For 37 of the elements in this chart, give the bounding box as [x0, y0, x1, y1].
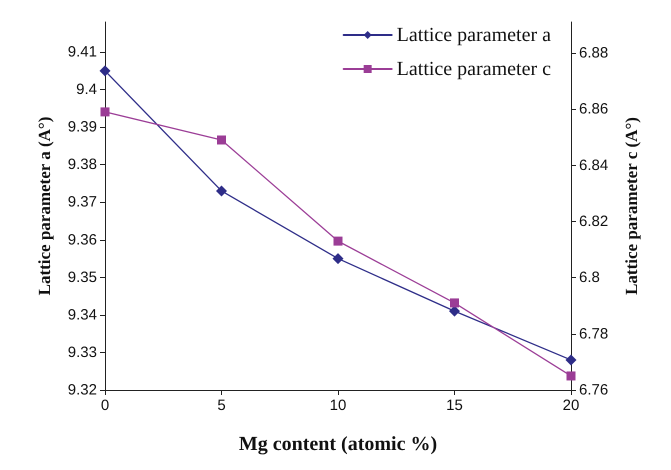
x-axis-title: Mg content (atomic %): [238, 433, 438, 455]
x-tick-label: 15: [446, 397, 463, 414]
legend-label: Lattice parameter a: [396, 24, 552, 46]
y-tick-label: 9.39: [68, 118, 97, 136]
point: [334, 236, 342, 246]
y-tick-label: 9.41: [68, 44, 97, 61]
point: [100, 107, 110, 116]
x-tick-label: 0: [100, 397, 110, 414]
legend-label: Lattice parameter c: [396, 58, 552, 80]
point: [216, 185, 227, 196]
y-tick-label: 9.37: [68, 194, 97, 211]
y-tick-label: 9.33: [68, 344, 97, 361]
point: [566, 371, 576, 380]
y2-tick-label: 6.84: [579, 156, 608, 174]
y-axis-title: Lattice parameter a (A°): [35, 116, 54, 296]
y-tick-label: 9.32: [68, 382, 97, 398]
x-tick-label: 5: [217, 397, 226, 414]
point: [100, 65, 110, 76]
point: [566, 354, 576, 366]
y2-tick-label: 6.78: [579, 325, 608, 342]
x-tick-label: 20: [562, 397, 580, 414]
y-tick-label: 9.38: [68, 156, 97, 174]
y2-tick-label: 6.82: [579, 212, 608, 230]
y2-tick-label: 6.76: [579, 382, 608, 398]
y2-axis-title: Lattice parameter c (A°): [622, 117, 641, 295]
point: [217, 135, 226, 144]
y2-tick-label: 6.86: [579, 100, 608, 118]
point: [332, 253, 344, 264]
point: [449, 306, 460, 317]
y2-tick-label: 6.8: [579, 269, 600, 286]
y-tick-label: 9.34: [68, 306, 97, 324]
y-tick-label: 9.4: [76, 81, 97, 98]
y2-tick-label: 6.88: [579, 44, 608, 62]
y-tick-label: 9.36: [68, 231, 97, 248]
point: [450, 298, 459, 308]
y-tick-label: 9.35: [68, 268, 97, 286]
x-tick-label: 10: [330, 397, 346, 414]
